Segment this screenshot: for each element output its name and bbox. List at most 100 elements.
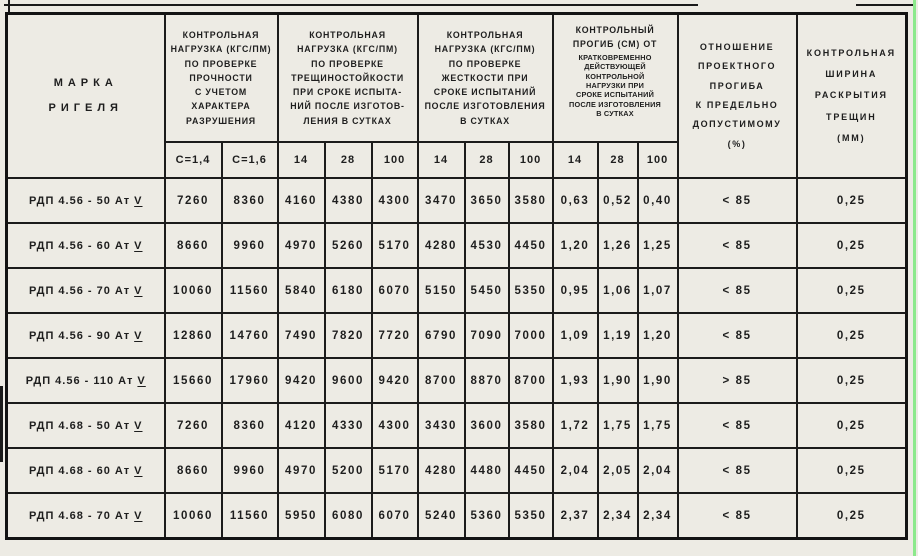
cell-defl-100: 1,90 (636, 357, 679, 404)
cell-ratio: < 85 (676, 177, 798, 224)
cell-crack-28: 4380 (323, 177, 373, 224)
cell-width: 0,25 (795, 177, 908, 224)
cell-crack-14: 4120 (276, 402, 326, 449)
cell-defl-100: 2,04 (636, 447, 679, 494)
cell-crack-100: 4300 (370, 177, 419, 224)
cell-stiff-100: 3580 (507, 402, 554, 449)
cell-width: 0,25 (795, 492, 908, 540)
cell-stiff-14: 8700 (416, 357, 466, 404)
cell-stiff-28: 4480 (463, 447, 510, 494)
cell-crack-14: 4970 (276, 222, 326, 269)
cell-stiff-14: 3430 (416, 402, 466, 449)
cell-ratio: < 85 (676, 222, 798, 269)
cell-stiff-28: 5360 (463, 492, 510, 540)
subheader-stiff-14: 14 (416, 141, 466, 179)
mark-text: РДП 4.56 - 110 Ат (25, 374, 134, 387)
cell-crack-14: 4970 (276, 447, 326, 494)
cell-strength-c16: 17960 (220, 357, 279, 404)
cell-mark: РДП 4.56 - 60 Ат V (5, 222, 166, 269)
subheader-defl-14: 14 (551, 141, 599, 179)
cell-defl-100: 1,25 (636, 222, 679, 269)
scan-left-bleed (0, 386, 3, 462)
cell-stiff-14: 4280 (416, 222, 466, 269)
cell-stiff-14: 4280 (416, 447, 466, 494)
scan-top-rule (4, 4, 698, 6)
cell-defl-28: 0,52 (596, 177, 639, 224)
cell-stiff-28: 3600 (463, 402, 510, 449)
cell-crack-14: 4160 (276, 177, 326, 224)
cell-defl-28: 2,05 (596, 447, 639, 494)
mark-text: РДП 4.68 - 70 Ат (28, 509, 131, 522)
table-row: РДП 4.68 - 50 Ат V 7260 8360 4120 4330 4300 34… (5, 402, 908, 449)
cell-stiff-14: 6790 (416, 312, 466, 359)
cell-crack-100: 6070 (370, 492, 419, 540)
cell-defl-100: 1,20 (636, 312, 679, 359)
table-body: РДП 4.56 - 50 Ат V 7260 8360 4160 4380 4300 34… (5, 177, 908, 540)
beam-control-load-table: МАРКА РИГЕЛЯ КОНТРОЛЬНАЯ НАГРУЗКА (КГС/П… (5, 12, 909, 540)
cell-defl-100: 0,40 (636, 177, 679, 224)
cell-crack-100: 5170 (370, 222, 419, 269)
mark-numeral: V (134, 464, 143, 477)
subheader-crack-100: 100 (370, 141, 419, 179)
cell-mark: РДП 4.68 - 50 Ат V (5, 402, 166, 449)
mark-text: РДП 4.56 - 50 Ат (28, 194, 131, 207)
scan-top-rule-right (856, 4, 914, 6)
cell-crack-14: 7490 (276, 312, 326, 359)
header-row-sub: С=1,4 С=1,6 14 28 100 14 28 100 14 28 10… (7, 141, 907, 179)
header-control-deflection: КОНТРОЛЬНЫЙ ПРОГИБ (СМ) ОТ КРАТКОВРЕМЕНН… (551, 12, 679, 143)
cell-mark: РДП 4.68 - 60 Ат V (5, 447, 166, 494)
mark-text: РДП 4.68 - 50 Ат (28, 419, 131, 432)
cell-defl-14: 1,72 (551, 402, 599, 449)
table-row: РДП 4.68 - 60 Ат V 8660 9960 4970 5200 5170 42… (5, 447, 908, 494)
mark-numeral: V (134, 239, 143, 252)
subheader-crack-14: 14 (276, 141, 326, 179)
cell-strength-c14: 12860 (163, 312, 223, 359)
cell-width: 0,25 (795, 267, 908, 314)
mark-text: РДП 4.56 - 70 Ат (28, 284, 131, 297)
cell-defl-14: 1,20 (551, 222, 599, 269)
cell-defl-28: 1,26 (596, 222, 639, 269)
header-deflection-ratio: ОТНОШЕНИЕ ПРОЕКТНОГО ПРОГИБА К ПРЕДЕЛЬНО… (676, 12, 798, 179)
cell-strength-c16: 14760 (220, 312, 279, 359)
cell-defl-28: 1,19 (596, 312, 639, 359)
header-control-deflection-main: КОНТРОЛЬНЫЙ ПРОГИБ (СМ) ОТ (572, 25, 658, 50)
cell-stiff-100: 8700 (507, 357, 554, 404)
cell-defl-14: 0,63 (551, 177, 599, 224)
header-crack-opening-width: КОНТРОЛЬНАЯ ШИРИНА РАСКРЫТИЯ ТРЕЩИН (ММ) (795, 12, 908, 179)
cell-strength-c16: 9960 (220, 222, 279, 269)
cell-stiff-14: 3470 (416, 177, 466, 224)
cell-stiff-100: 5350 (507, 492, 554, 540)
mark-numeral: V (134, 419, 143, 432)
cell-ratio: < 85 (676, 402, 798, 449)
cell-strength-c16: 11560 (220, 492, 279, 540)
cell-stiff-28: 5450 (463, 267, 510, 314)
subheader-defl-28: 28 (596, 141, 639, 179)
cell-ratio: < 85 (676, 267, 798, 314)
header-mark: МАРКА РИГЕЛЯ (5, 12, 166, 179)
cell-stiff-100: 3580 (507, 177, 554, 224)
table-row: РДП 4.56 - 90 Ат V 12860 14760 7490 7820 7720… (5, 312, 908, 359)
cell-width: 0,25 (795, 312, 908, 359)
cell-strength-c14: 8660 (163, 222, 223, 269)
header-control-deflection-detail: КРАТКОВРЕМЕННО ДЕЙСТВУЮЩЕЙ КОНТРОЛЬНОЙ Н… (569, 53, 661, 119)
cell-stiff-100: 4450 (507, 447, 554, 494)
cell-crack-28: 5200 (323, 447, 373, 494)
cell-strength-c14: 10060 (163, 492, 223, 540)
cell-defl-28: 1,06 (596, 267, 639, 314)
cell-crack-28: 4330 (323, 402, 373, 449)
header-stiffness-load: КОНТРОЛЬНАЯ НАГРУЗКА (КГС/ПМ) ПО ПРОВЕРК… (416, 12, 554, 143)
cell-stiff-100: 4450 (507, 222, 554, 269)
cell-defl-14: 2,37 (551, 492, 599, 540)
header-strength-load: КОНТРОЛЬНАЯ НАГРУЗКА (КГС/ПМ) ПО ПРОВЕРК… (163, 12, 279, 143)
subheader-crack-28: 28 (323, 141, 373, 179)
subheader-c14: С=1,4 (163, 141, 223, 179)
cell-crack-28: 6180 (323, 267, 373, 314)
cell-crack-100: 9420 (370, 357, 419, 404)
cell-defl-28: 1,90 (596, 357, 639, 404)
cell-ratio: < 85 (676, 312, 798, 359)
subheader-stiff-100: 100 (507, 141, 554, 179)
cell-stiff-14: 5150 (416, 267, 466, 314)
cell-defl-28: 2,34 (596, 492, 639, 540)
header-row-main: МАРКА РИГЕЛЯ КОНТРОЛЬНАЯ НАГРУЗКА (КГС/П… (5, 12, 908, 179)
cell-crack-100: 5170 (370, 447, 419, 494)
